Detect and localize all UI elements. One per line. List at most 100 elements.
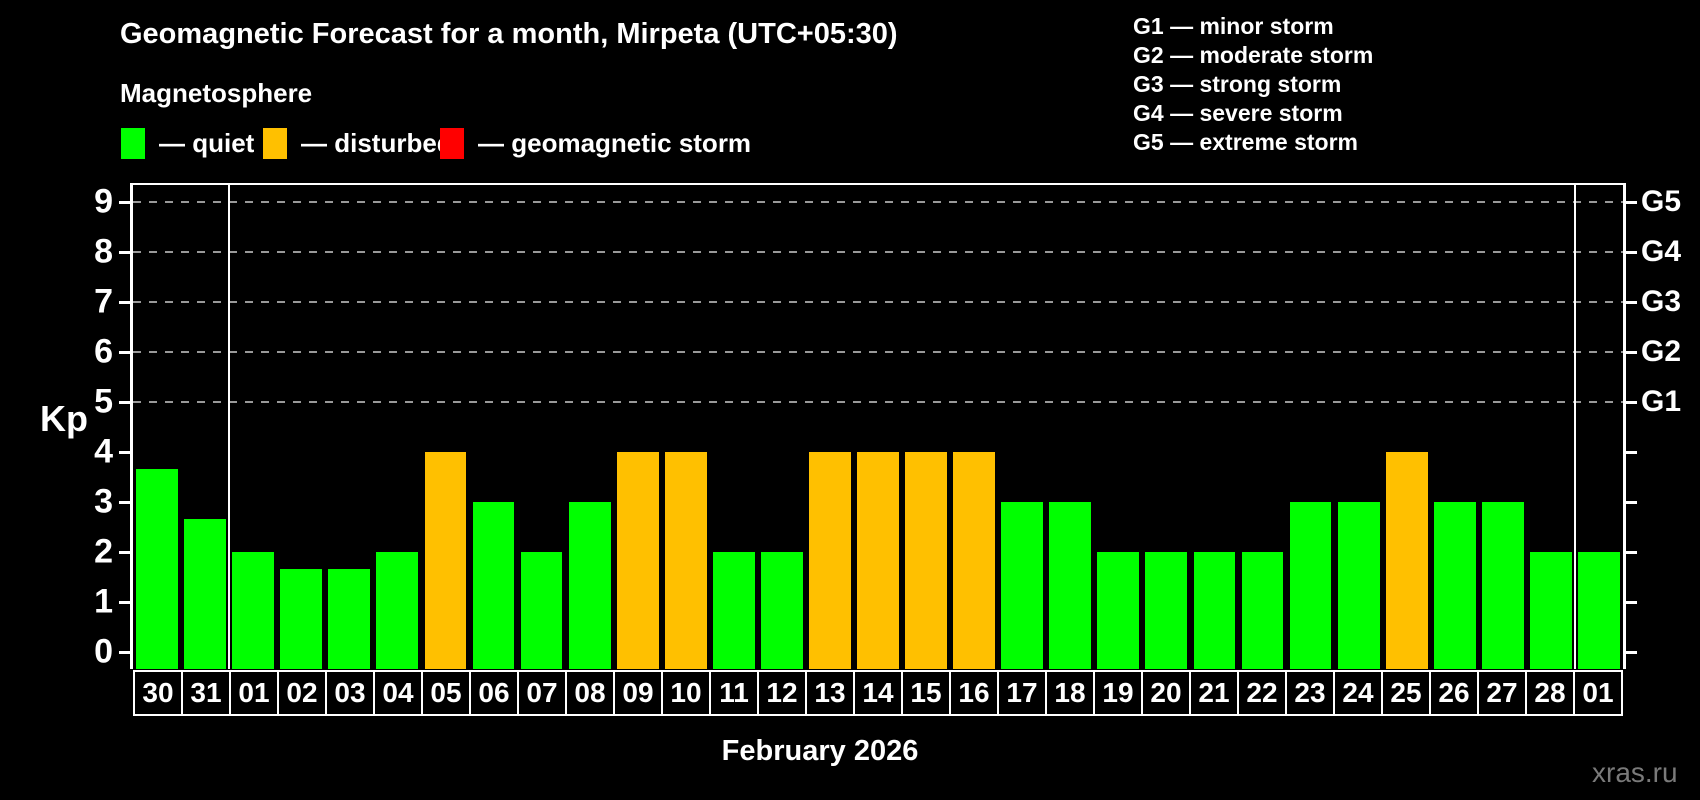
day-label: 26 bbox=[1429, 670, 1479, 716]
kp-bar-day-10 bbox=[664, 452, 707, 669]
kp-bar-day-14 bbox=[857, 452, 899, 669]
right-axis-tick bbox=[1626, 201, 1637, 204]
left-axis-tick bbox=[119, 251, 130, 254]
bar-slot bbox=[373, 185, 421, 669]
bar-slot bbox=[998, 185, 1046, 669]
bar-slot bbox=[1383, 185, 1431, 669]
bar-slot bbox=[1046, 185, 1094, 669]
kp-bar-day-15 bbox=[905, 452, 947, 669]
bar-slot bbox=[133, 185, 181, 669]
left-axis-tick bbox=[119, 201, 130, 204]
bar-slot bbox=[469, 185, 517, 669]
day-label: 22 bbox=[1237, 670, 1287, 716]
day-label: 21 bbox=[1189, 670, 1239, 716]
day-label: 27 bbox=[1477, 670, 1527, 716]
kp-bar-day-30 bbox=[136, 468, 178, 669]
bar-slot bbox=[710, 185, 758, 669]
bar-slot bbox=[1142, 185, 1190, 669]
bar-slot bbox=[614, 185, 662, 669]
kp-bar-day-16 bbox=[953, 452, 995, 669]
gridline-kp-5 bbox=[133, 401, 1623, 403]
bar-slot bbox=[1575, 185, 1623, 669]
y-tick-label: 2 bbox=[94, 532, 113, 571]
bar-slot bbox=[518, 185, 566, 669]
bar-slot bbox=[1238, 185, 1286, 669]
chart-title: Geomagnetic Forecast for a month, Mirpet… bbox=[120, 18, 898, 50]
gridline-kp-8 bbox=[133, 251, 1623, 253]
left-axis-tick bbox=[119, 501, 130, 504]
kp-bar-day-09 bbox=[616, 452, 659, 669]
gridline-kp-9 bbox=[133, 201, 1623, 203]
day-label: 08 bbox=[565, 670, 615, 716]
chart-subtitle: Magnetosphere bbox=[120, 78, 313, 108]
day-label: 14 bbox=[853, 670, 903, 716]
day-label: 06 bbox=[469, 670, 519, 716]
day-label: 11 bbox=[709, 670, 759, 716]
g-legend-line: G1 — minor storm bbox=[1133, 13, 1334, 39]
kp-bar-day-03 bbox=[328, 568, 371, 669]
day-label: 18 bbox=[1045, 670, 1095, 716]
bar-slot bbox=[1335, 185, 1383, 669]
kp-bar-day-31 bbox=[184, 518, 226, 669]
legend-swatch-disturbed bbox=[263, 128, 287, 159]
day-label: 17 bbox=[997, 670, 1047, 716]
kp-bar-day-01 bbox=[1578, 552, 1620, 669]
kp-bar-day-12 bbox=[760, 552, 803, 669]
x-axis-title: February 2026 bbox=[721, 735, 919, 767]
bar-slot bbox=[1190, 185, 1238, 669]
day-label: 24 bbox=[1333, 670, 1383, 716]
bar-slot bbox=[902, 185, 950, 669]
day-label: 05 bbox=[421, 670, 471, 716]
x-axis-day-labels: 30 31 01 02 03 04 05 06 07 08 09 10 11 12 13 14 15 16 17 18… bbox=[133, 670, 1623, 716]
legend-swatch-quiet bbox=[121, 128, 145, 159]
kp-bar-day-06 bbox=[472, 502, 515, 669]
left-axis-tick bbox=[119, 351, 130, 354]
y-axis-title: Kp bbox=[40, 398, 88, 439]
y-tick-label: 9 bbox=[94, 182, 113, 221]
kp-bar-day-24 bbox=[1337, 502, 1380, 669]
kp-bar-day-23 bbox=[1289, 502, 1332, 669]
right-axis-tick bbox=[1626, 601, 1637, 604]
legend-item-storm: — geomagnetic storm bbox=[440, 128, 751, 159]
legend-item-quiet: — quiet bbox=[121, 128, 254, 159]
kp-bar-day-19 bbox=[1097, 552, 1140, 669]
day-label: 10 bbox=[661, 670, 711, 716]
month-separator bbox=[228, 185, 231, 669]
bar-slot bbox=[1527, 185, 1575, 669]
bar-slot bbox=[229, 185, 277, 669]
kp-bar-day-27 bbox=[1481, 502, 1524, 669]
right-axis-tick bbox=[1626, 651, 1637, 654]
right-axis-tick bbox=[1626, 451, 1637, 454]
right-axis-tick bbox=[1626, 251, 1637, 254]
bar-slot bbox=[1479, 185, 1527, 669]
g-legend-line: G2 — moderate storm bbox=[1133, 42, 1374, 68]
bar-slot bbox=[1094, 185, 1142, 669]
left-axis-tick bbox=[119, 551, 130, 554]
g-scale-tick-label: G3 bbox=[1641, 285, 1682, 318]
g-legend-line: G5 — extreme storm bbox=[1133, 129, 1358, 155]
g-scale-legend: G1 — minor storm G2 — moderate storm G3 — … bbox=[1133, 12, 1373, 157]
bar-slot bbox=[277, 185, 325, 669]
day-label: 03 bbox=[325, 670, 375, 716]
kp-bar-day-17 bbox=[1001, 502, 1044, 669]
kp-bar-day-25 bbox=[1385, 452, 1428, 669]
kp-bar-day-08 bbox=[568, 502, 611, 669]
g-legend-line: G4 — severe storm bbox=[1133, 100, 1343, 126]
day-label: 13 bbox=[805, 670, 855, 716]
left-axis-tick bbox=[119, 451, 130, 454]
left-axis-tick bbox=[119, 401, 130, 404]
y-tick-label: 7 bbox=[94, 282, 113, 321]
right-axis-tick bbox=[1626, 551, 1637, 554]
bar-slot bbox=[325, 185, 373, 669]
kp-bar-day-11 bbox=[712, 552, 755, 669]
bar-slot bbox=[950, 185, 998, 669]
g-scale-tick-label: G1 bbox=[1641, 385, 1682, 418]
bar-slot bbox=[181, 185, 229, 669]
legend-label: — quiet bbox=[159, 128, 255, 158]
day-label: 09 bbox=[613, 670, 663, 716]
day-label: 07 bbox=[517, 670, 567, 716]
legend-swatch-storm bbox=[440, 128, 464, 159]
kp-bar-day-20 bbox=[1145, 552, 1188, 669]
day-label: 15 bbox=[901, 670, 951, 716]
day-label: 20 bbox=[1141, 670, 1191, 716]
